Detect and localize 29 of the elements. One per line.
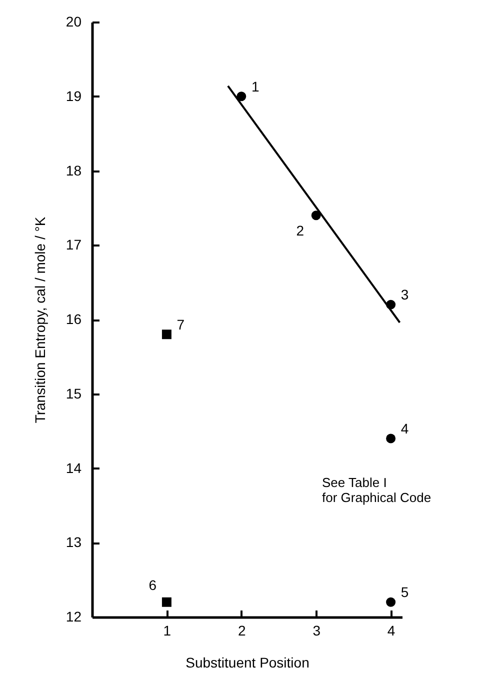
y-tick-label: 15 — [66, 385, 82, 402]
annotation: 7 — [176, 316, 185, 332]
point — [162, 597, 172, 607]
annotation: 3 — [400, 286, 409, 303]
annotation: 6 — [148, 577, 157, 594]
x-tick-label: 3 — [312, 622, 321, 638]
x-tick-label: 2 — [238, 622, 246, 638]
annotation: 2 — [296, 222, 304, 238]
annotation: See Table I for Graphical Code — [322, 475, 432, 505]
annotation: 5 — [400, 584, 409, 600]
annotation: 1 — [252, 78, 260, 94]
point — [236, 92, 246, 102]
x-tick-label: 1 — [163, 622, 172, 638]
x-axis-title: Substituent Position — [186, 654, 310, 670]
x-tick-label: 4 — [387, 622, 396, 638]
y-tick-label: 20 — [66, 14, 82, 30]
point — [311, 210, 321, 220]
y-tick-label: 14 — [66, 460, 82, 476]
y-tick-label: 16 — [66, 311, 82, 327]
y-tick-label: 19 — [66, 88, 82, 104]
annotation: 4 — [400, 420, 409, 436]
y-tick-label: 17 — [66, 236, 82, 253]
y-tick-label: 13 — [66, 534, 82, 550]
y-tick-label: 12 — [66, 608, 82, 624]
point — [386, 434, 396, 444]
point — [162, 330, 172, 340]
point — [386, 597, 396, 607]
y-tick-label: 18 — [66, 162, 82, 178]
y-axis-title: Transition Entropy, cal / mole / °K — [32, 216, 48, 424]
